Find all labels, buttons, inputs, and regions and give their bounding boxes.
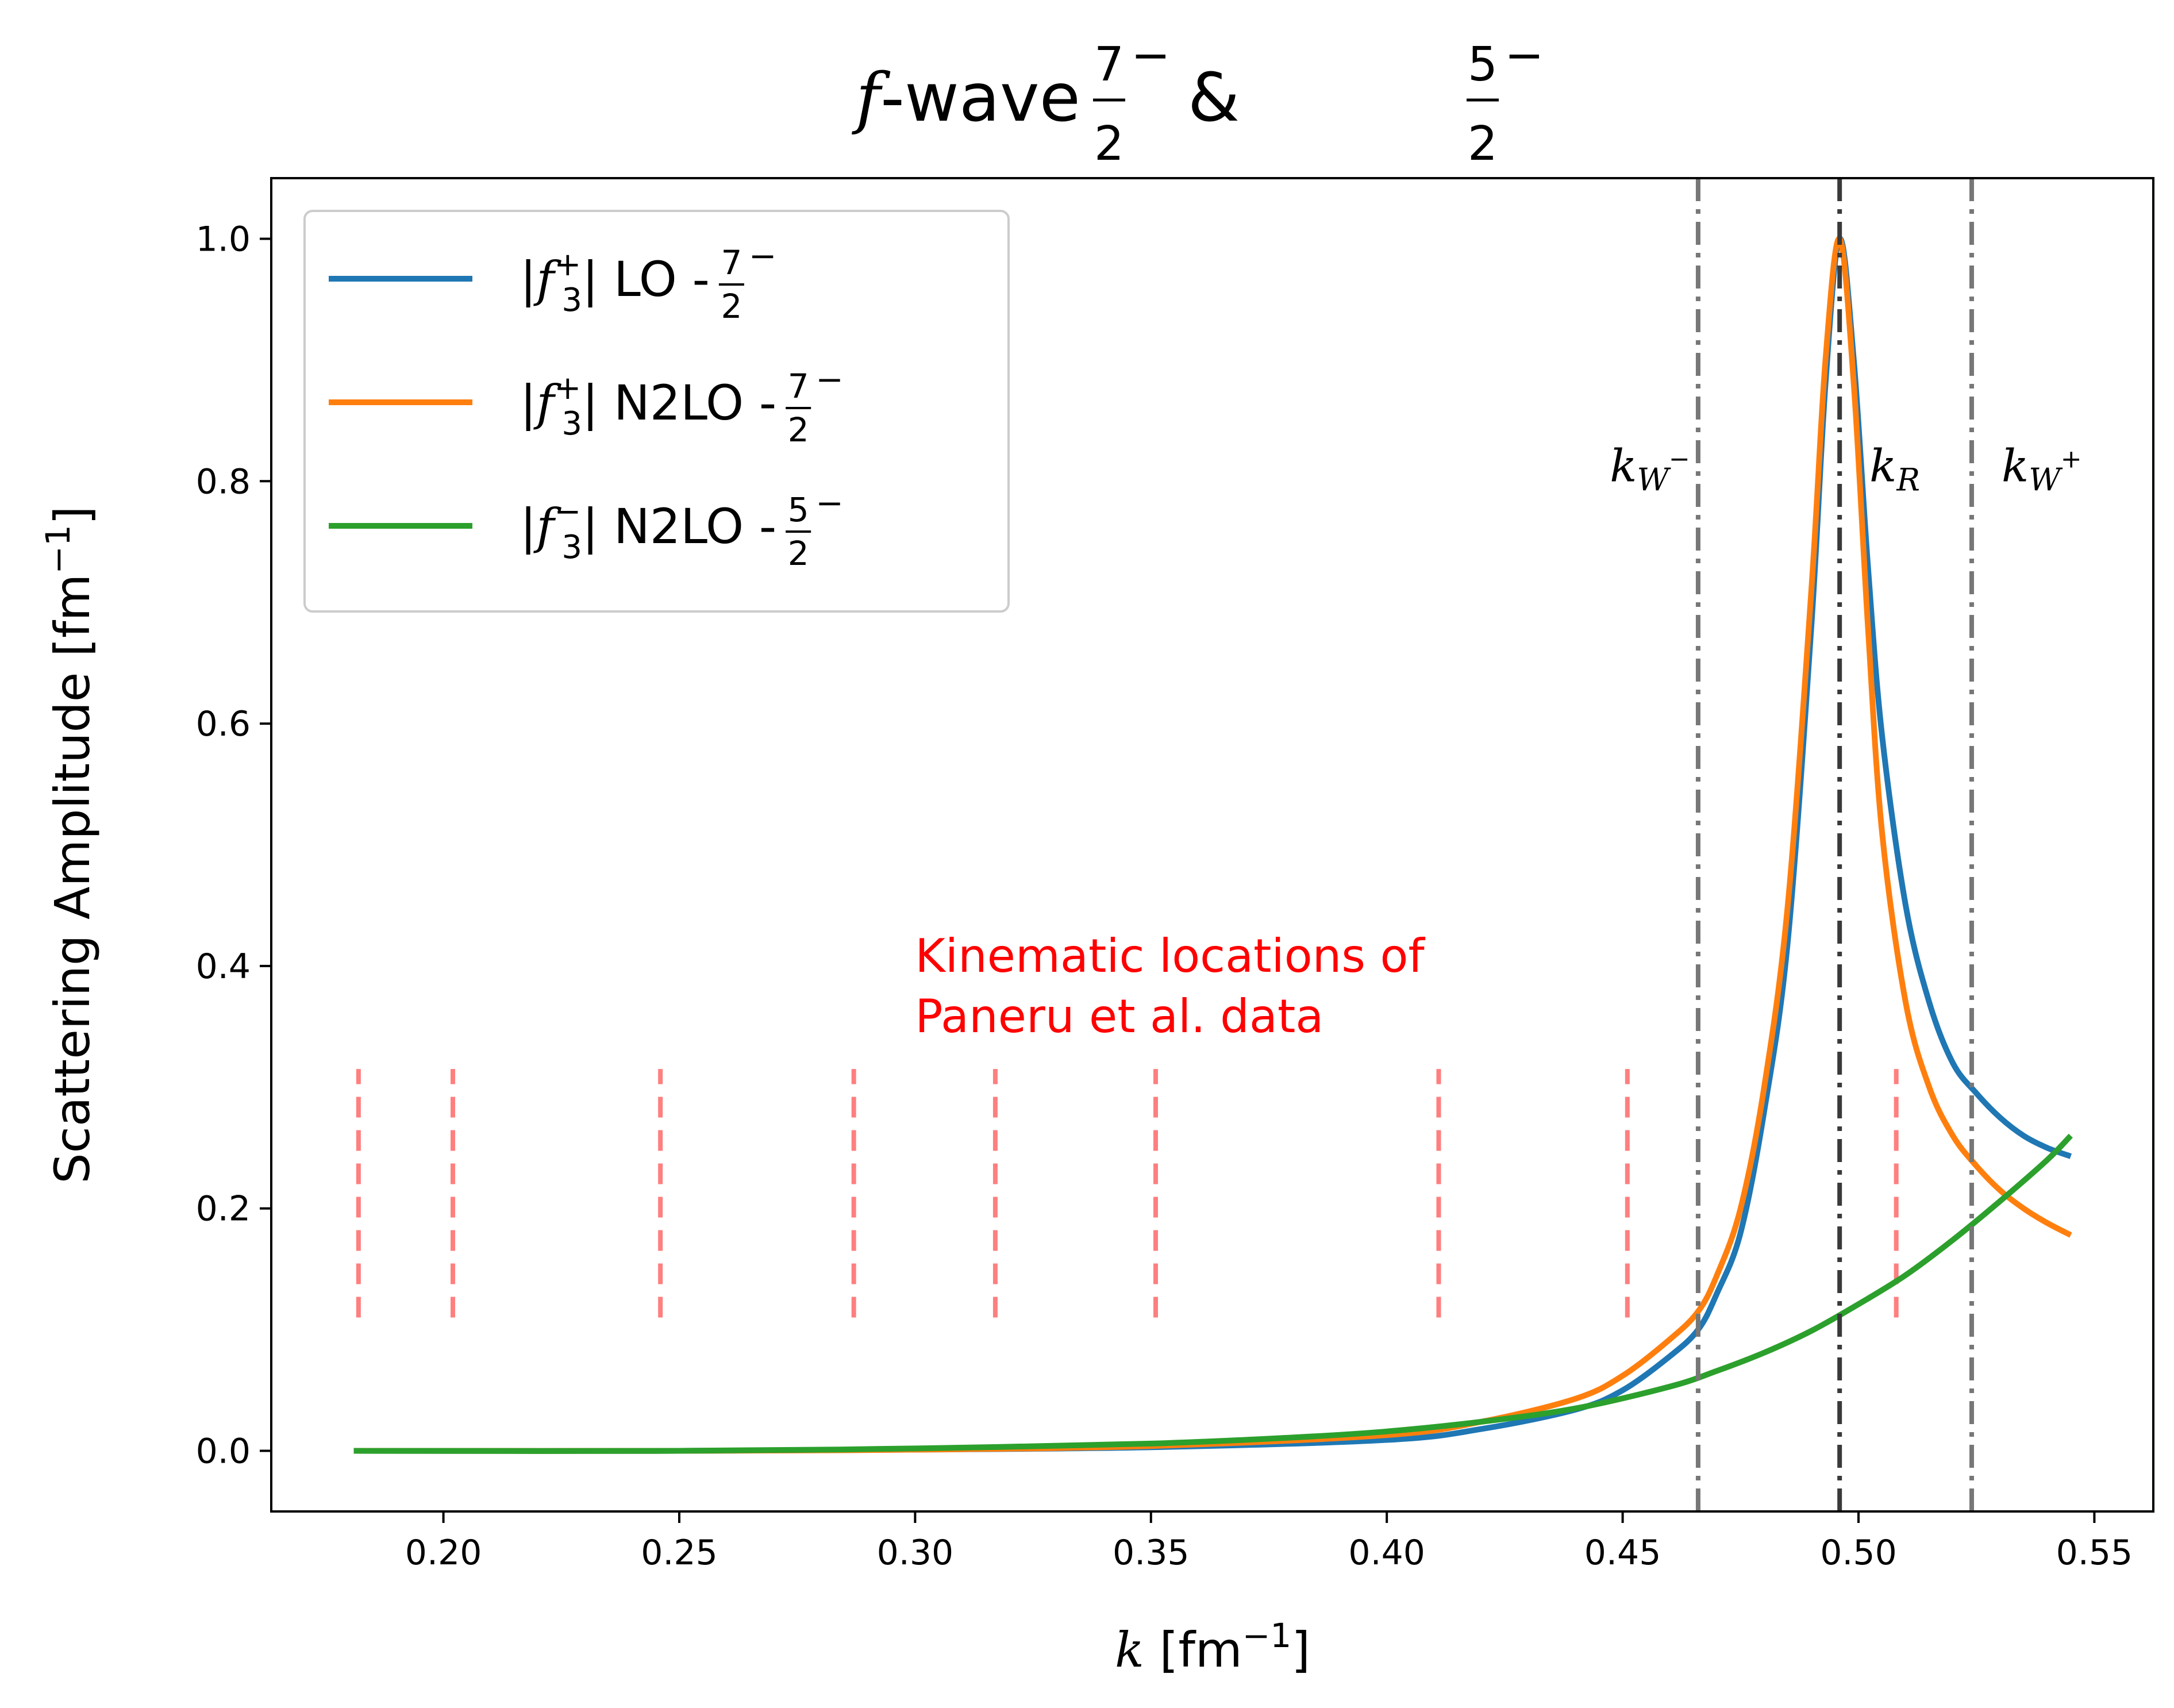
- legend-frac-den: 2: [721, 287, 742, 326]
- axes-frame: [270, 177, 2154, 1513]
- title-frac2-num: 5: [1468, 37, 1498, 92]
- legend-frac-num: 7: [788, 367, 809, 406]
- xlabel-var: k: [1115, 1622, 1144, 1678]
- legend-sup: −: [554, 493, 581, 530]
- title-frac1-num: 7: [1094, 37, 1124, 92]
- annotation-line-2: Paneru et al. data: [915, 990, 1323, 1043]
- y-axis-label: Scattering Amplitude [fm−1]: [39, 506, 101, 1183]
- legend-frac-num: 5: [788, 490, 809, 529]
- legend-rest: | N2LO -: [582, 498, 776, 555]
- vline-label-1: kR: [1869, 440, 1920, 498]
- vline-label-sub: W: [1637, 461, 1672, 498]
- x-tick-label: 0.25: [641, 1533, 718, 1573]
- chart-title: f-wave 7 2 − & 5 2 −: [851, 28, 1544, 171]
- x-axis-label: k [fm−1]: [1115, 1616, 1310, 1678]
- legend-frac-parity: −: [815, 360, 844, 399]
- y-tick-label: 0.4: [196, 947, 251, 987]
- xlabel-unit: [fm: [1144, 1622, 1242, 1678]
- legend-sup: +: [554, 246, 581, 283]
- legend-sub: 3: [561, 282, 582, 319]
- ylabel-close: ]: [44, 506, 101, 525]
- y-tick-label: 0.8: [196, 461, 251, 502]
- x-tick-label: 0.30: [877, 1533, 954, 1573]
- title-frac1-den: 2: [1094, 117, 1124, 171]
- paneru-annotation: Kinematic locations of Paneru et al. dat…: [915, 929, 1425, 1043]
- svg-text:f-wave: f-wave: [851, 59, 1080, 137]
- vline-label-sup: −: [1669, 444, 1690, 474]
- vline-label-k: k: [2002, 440, 2029, 492]
- xlabel-close: ]: [1291, 1622, 1310, 1678]
- vline-label-0: kW−: [1610, 440, 1690, 498]
- y-tick-label: 1.0: [196, 219, 251, 259]
- legend-abs-open: |: [520, 375, 536, 431]
- vline-label-sub: W: [2029, 461, 2063, 498]
- legend-abs-open: |: [520, 251, 536, 307]
- legend-sub: 3: [561, 405, 582, 443]
- svg-text:k [fm−1]: k [fm−1]: [1115, 1616, 1310, 1678]
- title-frac2-den: 2: [1468, 117, 1498, 171]
- vline-label-k: k: [1610, 440, 1637, 492]
- legend-label-series-lo-7-2: |f+ 3| LO -: [520, 246, 710, 319]
- ylabel-exp: −1: [39, 525, 78, 574]
- legend-sub: 3: [561, 529, 582, 566]
- x-tick-label: 0.20: [405, 1533, 482, 1573]
- legend-frac-parity: −: [815, 483, 844, 522]
- legend-rest: | LO -: [582, 251, 710, 307]
- y-tick-label: 0.6: [196, 704, 251, 744]
- legend-frac-den: 2: [788, 410, 809, 449]
- legend-label-series-n2lo-7-2: |f+ 3| N2LO -: [520, 370, 776, 443]
- legend-frac-den: 2: [788, 534, 809, 573]
- legend-frac-parity: −: [749, 236, 777, 275]
- vline-label-sup: +: [2061, 444, 2082, 474]
- y-tick-label: 0.2: [196, 1189, 251, 1229]
- y-tick-label: 0.0: [196, 1432, 251, 1472]
- legend-label-series-n2lo-5-2: |f− 3| N2LO -: [520, 493, 776, 566]
- legend-box: [303, 210, 1010, 613]
- x-tick-label: 0.55: [2056, 1533, 2133, 1573]
- vline-label-2: kW+: [2002, 440, 2082, 498]
- vline-label-sub: R: [1896, 461, 1920, 498]
- axis-ticks: 0.20 0.25 0.30 0.35 0.40 0.45 0.50 0.550.00.20.…: [196, 219, 2133, 1573]
- vline-labels: kW− kR kW+: [1610, 440, 2081, 498]
- legend-abs-open: |: [520, 498, 536, 555]
- x-tick-label: 0.40: [1348, 1533, 1425, 1573]
- vline-label-k: k: [1869, 440, 1896, 492]
- xlabel-exp: −1: [1242, 1616, 1292, 1655]
- x-tick-label: 0.45: [1584, 1533, 1661, 1573]
- svg-text:Scattering Amplitude [fm−1]: Scattering Amplitude [fm−1]: [39, 506, 101, 1183]
- legend-rest: | N2LO -: [582, 375, 776, 431]
- title-text: -wave: [880, 59, 1080, 137]
- legend-frac-num: 7: [721, 243, 742, 282]
- x-tick-label: 0.50: [1820, 1533, 1897, 1573]
- legend: |f+ 3| LO - 72−|f+ 3| N2LO - 72−|f− 3| N2LO…: [303, 210, 1010, 613]
- title-frac2-parity: −: [1505, 28, 1544, 83]
- plot-area: [353, 178, 2073, 1511]
- x-tick-label: 0.35: [1113, 1533, 1190, 1573]
- legend-sup: +: [554, 370, 581, 407]
- series-n2lo-5-2-line: [353, 1133, 2073, 1454]
- title-separator: &: [1167, 59, 1261, 137]
- ylabel-text: Scattering Amplitude [fm: [44, 574, 101, 1184]
- annotation-line-1: Kinematic locations of: [915, 929, 1425, 983]
- title-frac1-parity: −: [1131, 28, 1171, 83]
